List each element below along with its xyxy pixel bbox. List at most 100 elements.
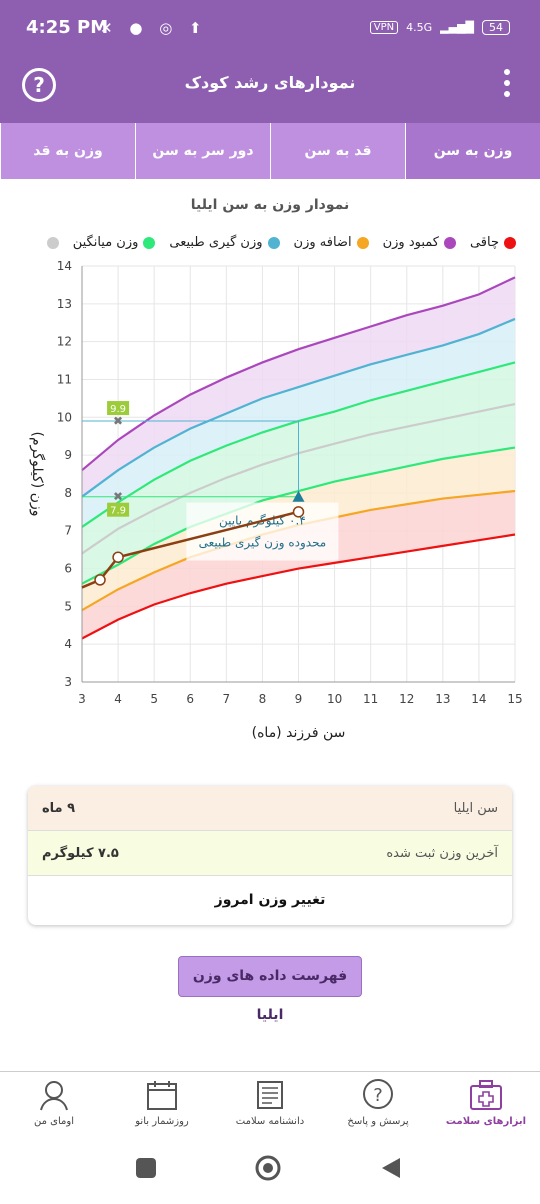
change-weight-button[interactable]: تغییر وزن امروز — [214, 892, 326, 908]
calendar-icon — [147, 1081, 177, 1110]
svg-text:?: ? — [373, 1085, 383, 1106]
weight-value: ۷.۵ کیلوگرم — [42, 845, 119, 861]
annotation-line2: محدوده وزن گیری طبیعی — [199, 536, 327, 551]
legend-item-normal[interactable]: وزن گیری طبیعی — [169, 235, 280, 250]
nav-label: ابزارهای سلامت — [445, 1116, 527, 1127]
x-axis-label: سن فرزند (ماه) — [252, 725, 346, 741]
nav-encyclopedia[interactable]: دانشنامه سلامت — [216, 1072, 324, 1139]
page-title: نمودارهای رشد کودک — [184, 73, 356, 92]
y-axis-label: وزن (کیلوگرم) — [29, 432, 46, 517]
chart-legend: چاقی کمبود وزن اضافه وزن وزن گیری طبیعی … — [46, 235, 516, 250]
bottom-nav: ابزارهای سلامت ? پرسش و پاسخ دانشنامه سل… — [0, 1071, 540, 1139]
nav-health-tools[interactable]: ابزارهای سلامت — [432, 1072, 540, 1139]
y-tick-label: 9 — [64, 448, 72, 462]
legend-dot — [267, 236, 280, 249]
x-tick-label: 5 — [150, 692, 158, 706]
x-tick-label: 6 — [186, 692, 194, 706]
profile-icon — [40, 1081, 68, 1111]
app-bar: ? نمودارهای رشد کودک — [0, 48, 540, 123]
y-tick-label: 13 — [57, 297, 72, 311]
x-tick-label: 12 — [399, 692, 414, 706]
tab-weight-age[interactable]: وزن به سن — [405, 123, 540, 179]
y-tick-label: 11 — [57, 372, 72, 386]
tab-weight-height[interactable]: وزن به قد — [0, 123, 135, 179]
y-tick-label: 10 — [57, 410, 72, 424]
x-tick-label: 4 — [114, 692, 122, 706]
legend-dot — [46, 236, 59, 249]
nav-label: اومای من — [34, 1116, 74, 1127]
x-tick-label: 13 — [435, 692, 450, 706]
tab-head-age[interactable]: دور سر به سن — [135, 123, 270, 179]
status-time: 4:25 PM — [26, 17, 109, 38]
question-bubble-icon: ? — [363, 1079, 393, 1109]
battery-icon: 54 — [482, 20, 510, 35]
band-area — [82, 404, 515, 584]
nav-qa[interactable]: ? پرسش و پاسخ — [324, 1072, 432, 1139]
nav-label: دانشنامه سلامت — [235, 1116, 305, 1127]
home-icon-dot — [263, 1163, 273, 1173]
weight-row: آخرین وزن ثبت شده ۷.۵ کیلوگرم — [28, 831, 512, 876]
medical-kit-icon — [470, 1080, 502, 1110]
notification-icons: ✕ ● ◎ ⬆ — [100, 19, 208, 37]
back-icon[interactable] — [382, 1158, 400, 1178]
legend-item-obese[interactable]: چاقی — [470, 235, 516, 250]
nav-label: روزشمار بانو — [135, 1116, 189, 1127]
signal-icon: ▂▄▆█ — [440, 21, 474, 34]
band-area — [82, 491, 515, 639]
marker-x: ✖ — [113, 414, 123, 428]
age-label: سن ایلیا — [453, 800, 498, 816]
nav-profile[interactable]: اومای من — [0, 1072, 108, 1139]
child-weight-point[interactable] — [292, 506, 305, 518]
weight-label: آخرین وزن ثبت شده — [386, 845, 498, 861]
age-value: ۹ ماه — [42, 800, 76, 816]
child-weight-point[interactable] — [112, 551, 124, 563]
x-tick-label: 11 — [363, 692, 378, 706]
child-weight-point[interactable] — [94, 574, 106, 586]
legend-dot — [443, 236, 456, 249]
help-icon[interactable]: ? — [22, 68, 56, 102]
series-line — [81, 317, 516, 498]
target-marker — [292, 490, 305, 502]
legend-dot — [504, 236, 516, 249]
age-row: سن ایلیا ۹ ماه — [28, 786, 512, 831]
marker-badge — [107, 401, 130, 416]
legend-label: اضافه وزن — [293, 235, 352, 250]
status-right: VPN 4.5G ▂▄▆█ 54 — [369, 20, 510, 35]
recents-icon[interactable] — [136, 1158, 156, 1178]
more-options-icon[interactable] — [504, 69, 510, 102]
y-tick-label: 6 — [64, 562, 72, 576]
y-tick-label: 8 — [64, 486, 72, 500]
legend-item-extra — [46, 235, 59, 250]
nav-label: پرسش و پاسخ — [347, 1116, 409, 1127]
marker-x: ✖ — [113, 490, 123, 504]
tab-height-age[interactable]: قد به سن — [270, 123, 405, 179]
y-tick-label: 3 — [64, 675, 72, 689]
annotation-box — [186, 502, 339, 561]
y-tick-label: 4 — [64, 637, 72, 651]
x-tick-label: 9 — [295, 692, 303, 706]
x-tick-label: 10 — [327, 692, 342, 706]
home-icon[interactable] — [255, 1155, 281, 1181]
weight-age-chart: 3 4 5 6 7 8 9 10 11 12 13 14 15 3 4 5 6 7 8 9 10 11 12 13 14 سن ف… — [29, 259, 523, 741]
vpn-icon: VPN — [369, 21, 399, 34]
legend-item-overweight[interactable]: اضافه وزن — [294, 235, 369, 250]
legend-dot — [143, 236, 156, 249]
legend-item-average[interactable]: وزن میانگین — [73, 235, 156, 250]
legend-dot — [356, 236, 369, 249]
x-tick-label: 7 — [223, 692, 231, 706]
nav-calendar[interactable]: روزشمار بانو — [108, 1072, 216, 1139]
legend-item-underweight[interactable]: کمبود وزن — [383, 235, 456, 250]
chart-title: نمودار وزن به سن ایلیا — [190, 197, 350, 213]
x-tick-label: 14 — [471, 692, 486, 706]
y-tick-label: 5 — [64, 599, 72, 613]
x-tick-label: 8 — [259, 692, 267, 706]
weight-list-button[interactable]: فهرست داده های وزن ایلیا — [178, 956, 362, 1023]
marker-badge — [107, 502, 130, 517]
summary-card: سن ایلیا ۹ ماه آخرین وزن ثبت شده ۷.۵ کیل… — [28, 786, 512, 925]
y-tick-label: 7 — [64, 524, 72, 538]
chart-tabs: وزن به سن قد به سن دور سر به سن وزن به ق… — [0, 123, 540, 179]
marker-label: 9.9 — [110, 404, 126, 415]
legend-label: وزن گیری طبیعی — [169, 235, 263, 250]
marker-label: 7.9 — [110, 506, 126, 517]
band-area — [82, 447, 515, 611]
